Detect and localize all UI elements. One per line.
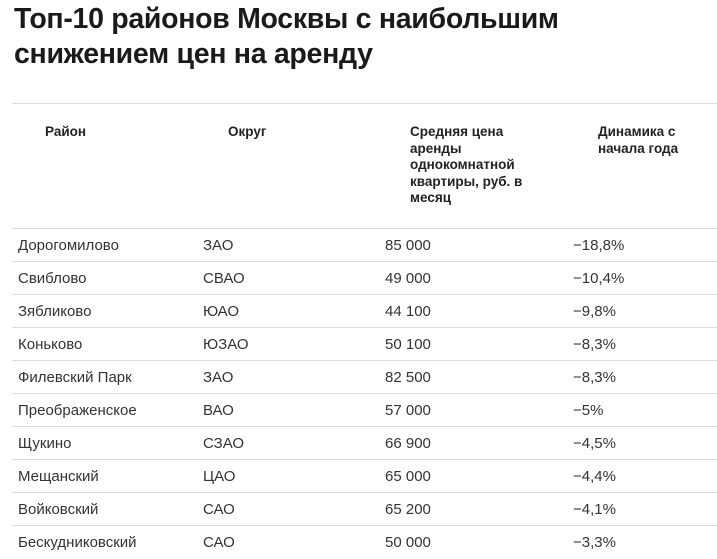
cell-district: Дорогомилово bbox=[18, 237, 119, 254]
cell-district: Филевский Парк bbox=[18, 369, 132, 386]
table-row: Мещанский ЦАО 65 000 −4,4% bbox=[12, 459, 717, 493]
cell-okrug: ЮАО bbox=[203, 303, 239, 320]
header-district: Район bbox=[45, 124, 87, 139]
cell-district: Преображенское bbox=[18, 402, 137, 419]
cell-dynamics: −4,1% bbox=[573, 501, 616, 518]
cell-district: Бескудниковский bbox=[18, 534, 137, 551]
divider bbox=[12, 103, 717, 104]
table-row: Бескудниковский САО 50 000 −3,3% bbox=[12, 525, 717, 559]
cell-price: 57 000 bbox=[385, 402, 431, 419]
cell-okrug: ЮЗАО bbox=[203, 336, 249, 353]
cell-okrug: САО bbox=[203, 534, 235, 551]
cell-district: Зябликово bbox=[18, 303, 92, 320]
table-row: Филевский Парк ЗАО 82 500 −8,3% bbox=[12, 360, 717, 394]
cell-district: Мещанский bbox=[18, 468, 99, 485]
cell-dynamics: −9,8% bbox=[573, 303, 616, 320]
cell-price: 44 100 bbox=[385, 303, 431, 320]
cell-okrug: ЗАО bbox=[203, 237, 234, 254]
cell-district: Войковский bbox=[18, 501, 99, 518]
cell-dynamics: −4,4% bbox=[573, 468, 616, 485]
cell-dynamics: −8,3% bbox=[573, 336, 616, 353]
cell-okrug: ВАО bbox=[203, 402, 234, 419]
cell-dynamics: −4,5% bbox=[573, 435, 616, 452]
table-row: Войковский САО 65 200 −4,1% bbox=[12, 492, 717, 526]
cell-dynamics: −10,4% bbox=[573, 270, 625, 287]
page-title: Топ-10 районов Москвы с наибольшим сниже… bbox=[14, 3, 559, 70]
cell-okrug: СЗАО bbox=[203, 435, 245, 452]
header-okrug: Округ bbox=[228, 124, 267, 139]
table-row: Преображенское ВАО 57 000 −5% bbox=[12, 393, 717, 427]
cell-district: Коньково bbox=[18, 336, 83, 353]
table-row: Зябликово ЮАО 44 100 −9,8% bbox=[12, 294, 717, 328]
table-row: Щукино СЗАО 66 900 −4,5% bbox=[12, 426, 717, 460]
cell-okrug: ЗАО bbox=[203, 369, 234, 386]
cell-okrug: ЦАО bbox=[203, 468, 236, 485]
cell-dynamics: −18,8% bbox=[573, 237, 625, 254]
cell-district: Щукино bbox=[18, 435, 72, 452]
cell-price: 66 900 bbox=[385, 435, 431, 452]
cell-price: 85 000 bbox=[385, 237, 431, 254]
cell-price: 49 000 bbox=[385, 270, 431, 287]
header-price: Средняя цена аренды однокомнатной кварти… bbox=[410, 124, 523, 205]
header-dynamics: Динамика с начала года bbox=[598, 124, 679, 156]
cell-dynamics: −3,3% bbox=[573, 534, 616, 551]
table-row: Коньково ЮЗАО 50 100 −8,3% bbox=[12, 327, 717, 361]
cell-dynamics: −5% bbox=[573, 402, 604, 419]
cell-okrug: САО bbox=[203, 501, 235, 518]
cell-price: 82 500 bbox=[385, 369, 431, 386]
table-row: Дорогомилово ЗАО 85 000 −18,8% bbox=[12, 228, 717, 262]
cell-price: 65 000 bbox=[385, 468, 431, 485]
cell-price: 50 000 bbox=[385, 534, 431, 551]
cell-okrug: СВАО bbox=[203, 270, 245, 287]
cell-district: Свиблово bbox=[18, 270, 87, 287]
cell-price: 65 200 bbox=[385, 501, 431, 518]
cell-dynamics: −8,3% bbox=[573, 369, 616, 386]
table-row: Свиблово СВАО 49 000 −10,4% bbox=[12, 261, 717, 295]
cell-price: 50 100 bbox=[385, 336, 431, 353]
